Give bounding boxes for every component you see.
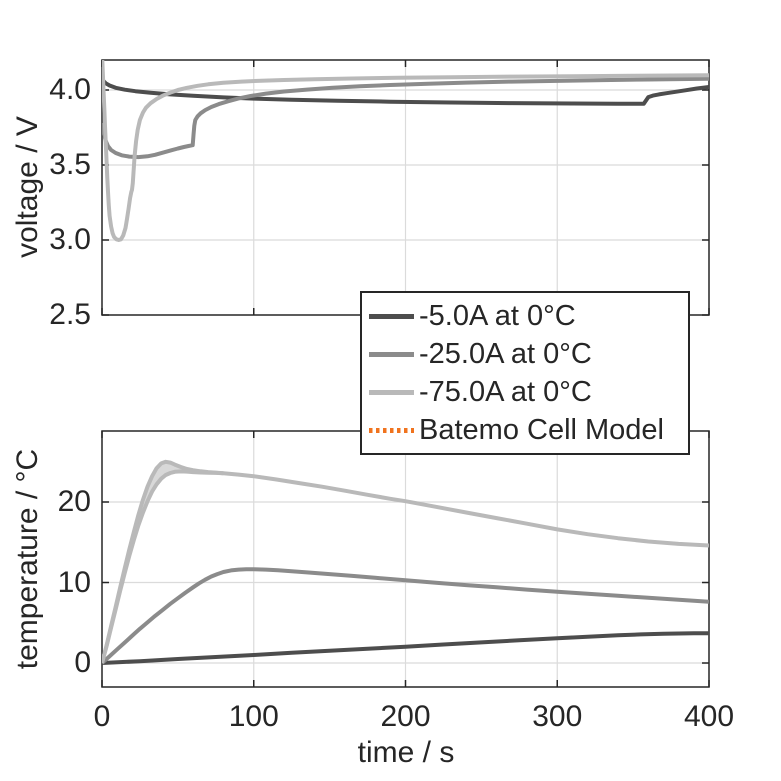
legend-label-5a: -5.0A at 0°C xyxy=(419,299,576,332)
legend-line-75a-icon xyxy=(369,389,414,395)
curve--75.0A at 0°C xyxy=(102,459,709,664)
legend-item-75a: -75.0A at 0°C xyxy=(362,373,688,411)
temperature-plot xyxy=(101,430,710,688)
y-tick-label: 0 xyxy=(74,646,91,679)
legend-line-5a-icon xyxy=(369,313,414,319)
x-tick-label: 100 xyxy=(228,700,279,733)
legend-label-75a: -75.0A at 0°C xyxy=(419,375,592,408)
y-tick-label: 4.0 xyxy=(49,73,91,106)
temperature-axis-label: temperature / °C xyxy=(11,448,44,670)
legend-label-25a: -25.0A at 0°C xyxy=(419,337,592,370)
x-tick-label: 0 xyxy=(93,700,111,733)
curve--25.0A at 0°C xyxy=(102,76,709,160)
y-tick-label: 3.5 xyxy=(49,148,91,181)
x-tick-label: 400 xyxy=(683,700,735,733)
legend-line-25a-icon xyxy=(369,351,414,357)
legend: -5.0A at 0°C -25.0A at 0°C -75.0A at 0°C… xyxy=(360,291,690,455)
y-tick-label: 10 xyxy=(57,565,91,599)
y-tick-label: 2.5 xyxy=(49,298,91,331)
curve--25.0A at 0°C xyxy=(102,567,709,665)
legend-item-25a: -25.0A at 0°C xyxy=(362,335,688,373)
legend-item-5a: -5.0A at 0°C xyxy=(362,297,688,335)
x-tick-label: 300 xyxy=(532,700,583,733)
time-axis-label: time / s xyxy=(357,736,455,769)
curve--5.0A at 0°C xyxy=(102,77,709,106)
curve--5.0A at 0°C xyxy=(102,631,709,665)
deviation-band xyxy=(102,461,224,663)
y-tick-label: 3.0 xyxy=(49,223,91,256)
x-tick-label: 200 xyxy=(380,700,431,733)
y-tick-label: 20 xyxy=(57,485,91,518)
legend-item-batemo-model: Batemo Cell Model xyxy=(362,411,688,449)
voltage-axis-label: voltage / V xyxy=(11,116,44,258)
curve--75.0A at 0°C (second strand) xyxy=(102,469,224,664)
legend-label-batemo: Batemo Cell Model xyxy=(419,413,664,446)
legend-dotted-line-batemo-icon xyxy=(369,427,414,433)
curve--75.0A at 0°C xyxy=(102,60,709,242)
voltage-plot xyxy=(101,59,710,316)
